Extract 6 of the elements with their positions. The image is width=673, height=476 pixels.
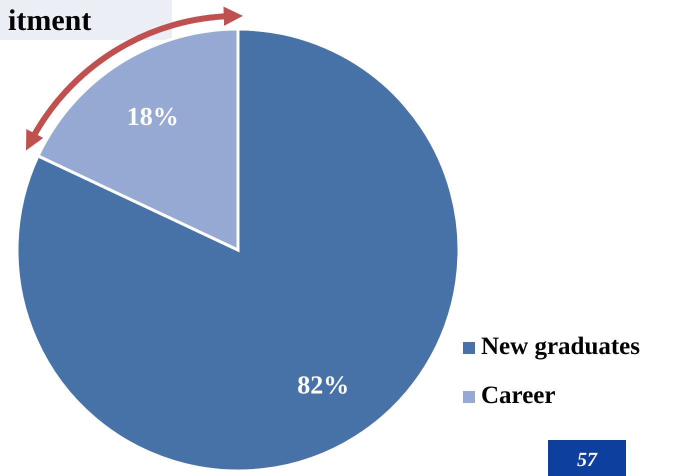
legend-label: New graduates xyxy=(481,333,640,360)
chart-title: itment xyxy=(8,4,92,37)
legend-label: Career xyxy=(481,382,556,409)
data-label: 18% xyxy=(126,102,179,131)
text: 57 xyxy=(577,449,598,471)
data-label: 82% xyxy=(297,370,350,400)
